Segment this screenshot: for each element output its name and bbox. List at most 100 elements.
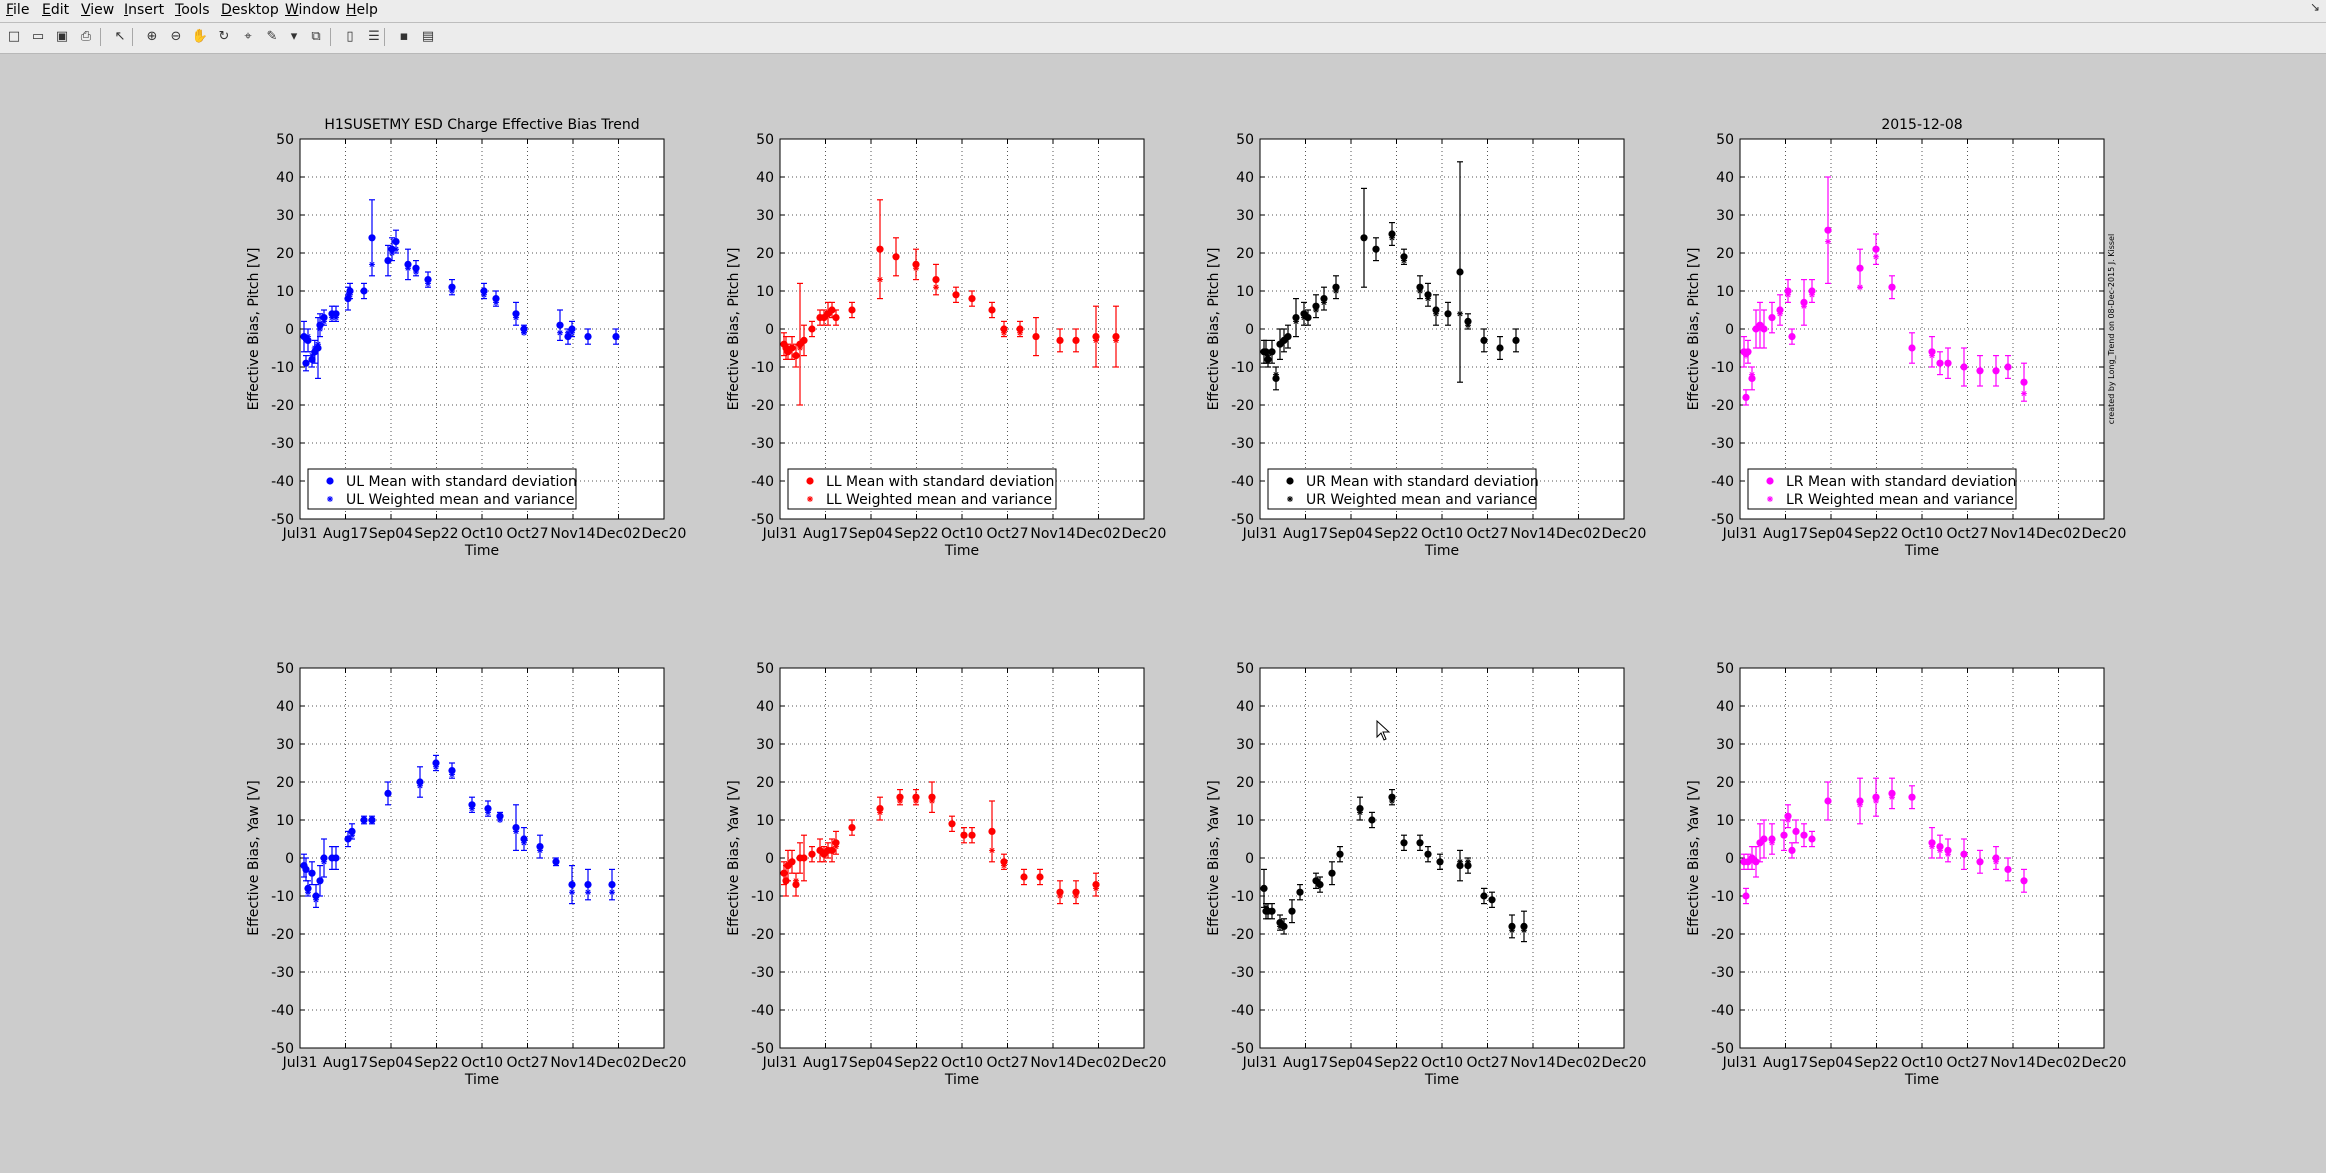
figure-toolbar: □ ▭ ▣ ⎙ ↖ ⊕ ⊖ ✋ ↻ ⌖ ✎ ▾ ⧉ ▯ ☰ ▪ ▤ xyxy=(0,23,2326,54)
legend-entry-mean: UL Mean with standard deviation xyxy=(346,474,577,490)
data-point-weighted xyxy=(877,809,883,816)
x-tick-label: Dec20 xyxy=(1122,1055,1167,1071)
insert-colorbar-icon[interactable]: ▯ xyxy=(346,29,354,44)
y-tick-label: 0 xyxy=(765,851,774,867)
x-tick-label: Aug17 xyxy=(1763,526,1808,542)
data-point-weighted xyxy=(1929,843,1935,850)
x-tick-label: Dec20 xyxy=(2082,526,2127,542)
data-point-weighted xyxy=(1269,908,1275,915)
data-point-weighted xyxy=(521,839,527,846)
x-tick-label: Nov14 xyxy=(1510,1055,1555,1071)
data-cursor-icon[interactable]: ⌖ xyxy=(244,29,252,44)
y-axis-label: Effective Bias, Pitch [V] xyxy=(246,248,262,411)
data-point-mean xyxy=(392,238,400,246)
data-point-weighted xyxy=(1825,238,1831,245)
y-tick-label: 40 xyxy=(756,699,774,715)
zoom-in-icon[interactable]: ⊕ xyxy=(146,29,158,44)
data-point-weighted xyxy=(1741,858,1747,865)
save-icon[interactable]: ▣ xyxy=(55,29,69,44)
menu-tools[interactable]: Tools xyxy=(175,2,210,18)
y-tick-label: -50 xyxy=(1231,1041,1254,1057)
link-plot-icon[interactable]: ⧉ xyxy=(311,29,321,44)
hide-plot-tools-icon[interactable]: ▪ xyxy=(399,29,409,44)
data-point-weighted xyxy=(1937,360,1943,367)
y-tick-label: 20 xyxy=(276,775,294,791)
data-point-weighted xyxy=(1909,345,1915,351)
y-axis-label: Effective Bias, Pitch [V] xyxy=(726,248,742,411)
y-tick-label: 20 xyxy=(1716,775,1734,791)
data-point-weighted xyxy=(1263,904,1269,911)
menu-insert[interactable]: Insert xyxy=(124,2,165,18)
y-tick-label: 0 xyxy=(1725,851,1734,867)
y-tick-label: 0 xyxy=(765,322,774,338)
y-tick-label: 50 xyxy=(1236,661,1254,677)
y-tick-label: 0 xyxy=(1245,851,1254,867)
x-tick-label: Nov14 xyxy=(1510,526,1555,542)
menu-desktop[interactable]: Desktop xyxy=(221,2,279,18)
data-point-weighted xyxy=(449,771,455,778)
legend-entry-weighted: UL Weighted mean and variance xyxy=(346,492,574,508)
data-point-mean xyxy=(932,276,940,284)
brush-dropdown-icon[interactable]: ▾ xyxy=(290,29,298,44)
data-point-weighted xyxy=(1057,893,1063,899)
legend-entry-weighted: LL Weighted mean and variance xyxy=(826,492,1052,508)
x-axis-label: Time xyxy=(944,1072,979,1088)
menu-view[interactable]: View xyxy=(81,2,115,18)
x-tick-label: Oct10 xyxy=(1901,526,1943,542)
legend-box xyxy=(787,468,1057,510)
x-tick-label: Aug17 xyxy=(803,1055,848,1071)
menu-window[interactable]: Window xyxy=(285,2,341,18)
x-tick-label: Dec20 xyxy=(1602,1055,1647,1071)
x-tick-label: Dec02 xyxy=(1556,1055,1601,1071)
y-tick-label: 20 xyxy=(1236,246,1254,262)
legend-box xyxy=(1747,468,2017,510)
zoom-out-icon[interactable]: ⊖ xyxy=(170,29,182,44)
legend-entry-mean: LR Mean with standard deviation xyxy=(1786,474,2016,490)
data-point-weighted xyxy=(913,265,919,272)
y-tick-label: -10 xyxy=(271,889,294,905)
data-point-weighted xyxy=(313,896,319,903)
data-point-weighted xyxy=(345,836,351,842)
y-tick-label: -40 xyxy=(1711,1003,1734,1019)
x-tick-label: Sep22 xyxy=(894,1055,938,1071)
x-tick-label: Aug17 xyxy=(323,1055,368,1071)
menu-help[interactable]: Help xyxy=(346,2,378,18)
data-point-mean xyxy=(302,359,310,367)
axes-box xyxy=(1739,667,2105,1049)
menu-file[interactable]: File xyxy=(6,2,30,18)
data-point-weighted xyxy=(913,798,919,804)
x-axis-label: Time xyxy=(1424,1072,1459,1088)
data-point-weighted xyxy=(1297,889,1303,896)
menu-edit[interactable]: Edit xyxy=(42,2,70,18)
insert-legend-icon[interactable]: ☰ xyxy=(368,29,380,44)
brush-icon[interactable]: ✎ xyxy=(266,29,278,44)
axes-box xyxy=(1259,667,1625,1049)
data-point-mean xyxy=(1824,226,1832,234)
print-icon[interactable]: ⎙ xyxy=(80,29,92,44)
x-axis-label: Time xyxy=(944,543,979,559)
show-plot-tools-icon[interactable]: ▤ xyxy=(421,29,435,44)
legend-entry-mean: LL Mean with standard deviation xyxy=(826,474,1054,490)
pan-hand-icon[interactable]: ✋ xyxy=(191,29,209,44)
x-tick-label: Sep04 xyxy=(369,1055,413,1071)
open-file-icon[interactable]: ▭ xyxy=(31,29,45,44)
data-point-weighted xyxy=(817,847,823,854)
y-tick-label: 20 xyxy=(756,775,774,791)
close-icon[interactable]: ↘ xyxy=(2309,0,2320,14)
y-axis-label: Effective Bias, Yaw [V] xyxy=(726,780,742,935)
data-point-weighted xyxy=(1769,314,1775,321)
data-point-weighted xyxy=(969,832,975,839)
data-point-weighted xyxy=(1313,307,1319,313)
y-tick-label: -40 xyxy=(1711,474,1734,490)
rotate-3d-icon[interactable]: ↻ xyxy=(218,29,230,44)
x-tick-label: Oct10 xyxy=(461,1055,503,1071)
x-tick-label: Oct27 xyxy=(986,526,1028,542)
edit-plot-arrow-icon[interactable]: ↖ xyxy=(114,29,126,44)
y-tick-label: 10 xyxy=(276,284,294,300)
data-point-weighted xyxy=(933,284,939,291)
x-tick-label: Dec02 xyxy=(2036,526,2081,542)
data-point-weighted xyxy=(613,333,619,340)
data-point-weighted xyxy=(929,798,935,804)
x-tick-label: Oct27 xyxy=(506,526,548,542)
new-figure-icon[interactable]: □ xyxy=(7,29,21,44)
